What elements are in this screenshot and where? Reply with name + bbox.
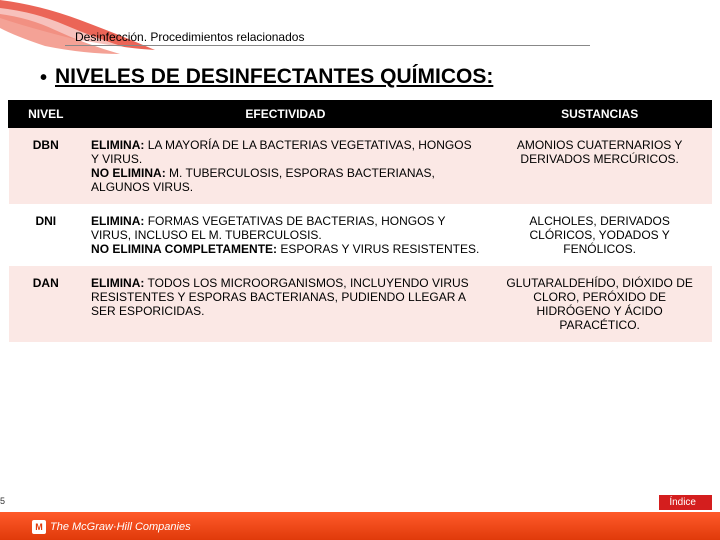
col-header-nivel: NIVEL — [9, 101, 84, 128]
elimina-text: LA MAYORÍA DE LA BACTERIAS VEGETATIVAS, … — [91, 138, 472, 166]
footer-bar: M The McGraw·Hill Companies — [0, 512, 720, 540]
header-swirl-decoration — [0, 0, 160, 55]
breadcrumb: Desinfección. Procedimientos relacionado… — [75, 30, 304, 44]
elimina-label: ELIMINA: — [91, 214, 144, 228]
noelimina-label: NO ELIMINA COMPLETAMENTE: — [91, 242, 277, 256]
noelimina-text: ESPORAS Y VIRUS RESISTENTES. — [277, 242, 479, 256]
table-row: DAN ELIMINA: TODOS LOS MICROORGANISMOS, … — [9, 266, 712, 342]
cell-nivel: DAN — [9, 266, 84, 342]
table-row: DNI ELIMINA: FORMAS VEGETATIVAS DE BACTE… — [9, 204, 712, 266]
noelimina-label: NO ELIMINA: — [91, 166, 166, 180]
elimina-text: FORMAS VEGETATIVAS DE BACTERIAS, HONGOS … — [91, 214, 445, 242]
cell-efectividad: ELIMINA: FORMAS VEGETATIVAS DE BACTERIAS… — [83, 204, 488, 266]
table-row: DBN ELIMINA: LA MAYORÍA DE LA BACTERIAS … — [9, 128, 712, 205]
elimina-label: ELIMINA: — [91, 276, 144, 290]
col-header-sustancias: SUSTANCIAS — [488, 101, 712, 128]
breadcrumb-underline — [65, 45, 590, 46]
page-number: 5 — [0, 496, 5, 506]
cell-sustancias: GLUTARALDEHÍDO, DIÓXIDO DE CLORO, PERÓXI… — [488, 266, 712, 342]
cell-sustancias: AMONIOS CUATERNARIOS Y DERIVADOS MERCÚRI… — [488, 128, 712, 205]
cell-nivel: DNI — [9, 204, 84, 266]
elimina-label: ELIMINA: — [91, 138, 144, 152]
levels-table: NIVEL EFECTIVIDAD SUSTANCIAS DBN ELIMINA… — [8, 100, 712, 342]
cell-efectividad: ELIMINA: TODOS LOS MICROORGANISMOS, INCL… — [83, 266, 488, 342]
indice-link[interactable]: Índice — [659, 495, 712, 510]
col-header-efectividad: EFECTIVIDAD — [83, 101, 488, 128]
publisher-logo: M The McGraw·Hill Companies — [32, 520, 191, 534]
publisher-logo-icon: M — [32, 520, 46, 534]
elimina-text: TODOS LOS MICROORGANISMOS, INCLUYENDO VI… — [91, 276, 469, 318]
cell-nivel: DBN — [9, 128, 84, 205]
cell-sustancias: ALCHOLES, DERIVADOS CLÓRICOS, YODADOS Y … — [488, 204, 712, 266]
publisher-logo-text: The McGraw·Hill Companies — [50, 521, 191, 533]
title-bullet: • — [40, 67, 47, 90]
page-title: NIVELES DE DESINFECTANTES QUÍMICOS: — [55, 65, 493, 89]
cell-efectividad: ELIMINA: LA MAYORÍA DE LA BACTERIAS VEGE… — [83, 128, 488, 205]
